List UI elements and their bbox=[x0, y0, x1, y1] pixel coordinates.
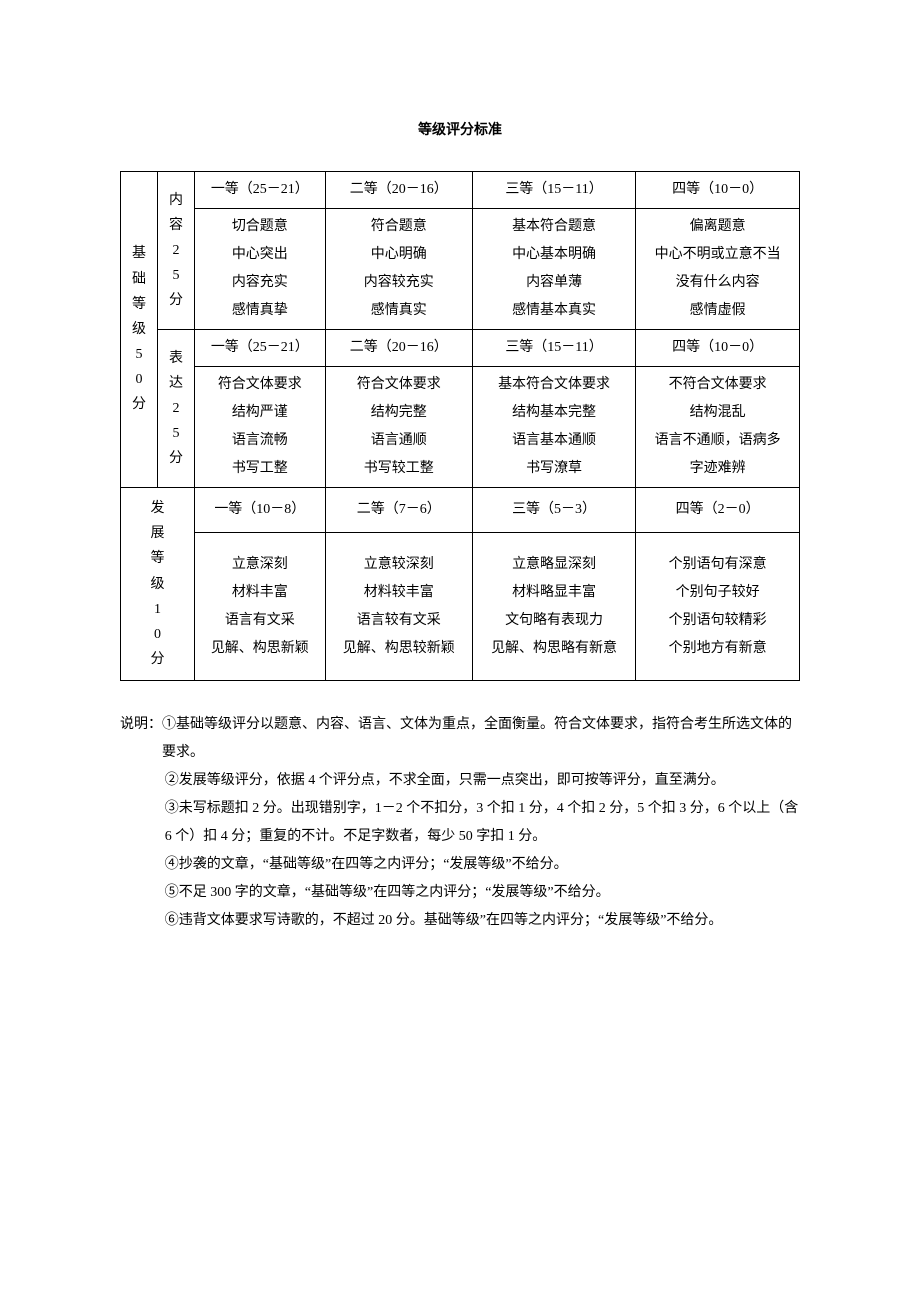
page-title: 等级评分标准 bbox=[120, 120, 800, 141]
note-text: ①基础等级评分以题意、内容、语言、文体为重点，全面衡量。符合文体要求，指符合考生… bbox=[162, 711, 800, 767]
development-label: 发展等级10分 bbox=[121, 488, 195, 681]
col-header: 四等（10－0） bbox=[636, 172, 800, 209]
note-item: ④抄袭的文章，“基础等级”在四等之内评分；“发展等级”不给分。 bbox=[120, 851, 800, 879]
table-row: 立意深刻材料丰富语言有文采见解、构思新颖 立意较深刻材料较丰富语言较有文采见解、… bbox=[121, 533, 800, 681]
rubric-table: 基础等级50分 内容25分 一等（25－21） 二等（20－16） 三等（15－… bbox=[120, 171, 800, 681]
col-header: 二等（7－6） bbox=[325, 488, 472, 533]
cell: 偏离题意中心不明或立意不当没有什么内容感情虚假 bbox=[636, 209, 800, 330]
col-header: 二等（20－16） bbox=[325, 330, 472, 367]
col-header: 三等（15－11） bbox=[472, 330, 636, 367]
note-item: ③未写标题扣 2 分。出现错别字，1－2 个不扣分，3 个扣 1 分，4 个扣 … bbox=[120, 795, 800, 851]
table-row: 发展等级10分 一等（10－8） 二等（7－6） 三等（5－3） 四等（2－0） bbox=[121, 488, 800, 533]
cell: 符合文体要求结构严谨语言流畅书写工整 bbox=[195, 367, 326, 488]
notes-lead: 说明： bbox=[120, 711, 162, 739]
content-label: 内容25分 bbox=[158, 172, 195, 330]
cell: 立意略显深刻材料略显丰富文句略有表现力见解、构思略有新意 bbox=[472, 533, 636, 681]
note-item: ⑥违背文体要求写诗歌的，不超过 20 分。基础等级”在四等之内评分；“发展等级”… bbox=[120, 907, 800, 935]
table-row: 基础等级50分 内容25分 一等（25－21） 二等（20－16） 三等（15－… bbox=[121, 172, 800, 209]
cell: 立意深刻材料丰富语言有文采见解、构思新颖 bbox=[195, 533, 326, 681]
cell: 符合文体要求结构完整语言通顺书写较工整 bbox=[325, 367, 472, 488]
cell: 切合题意中心突出内容充实感情真挚 bbox=[195, 209, 326, 330]
cell: 立意较深刻材料较丰富语言较有文采见解、构思较新颖 bbox=[325, 533, 472, 681]
note-item: ⑤不足 300 字的文章，“基础等级”在四等之内评分；“发展等级”不给分。 bbox=[120, 879, 800, 907]
cell: 基本符合题意中心基本明确内容单薄感情基本真实 bbox=[472, 209, 636, 330]
note-item: ②发展等级评分，依据 4 个评分点，不求全面，只需一点突出，即可按等评分，直至满… bbox=[120, 767, 800, 795]
col-header: 四等（10－0） bbox=[636, 330, 800, 367]
col-header: 三等（5－3） bbox=[472, 488, 636, 533]
note-item: 说明： ①基础等级评分以题意、内容、语言、文体为重点，全面衡量。符合文体要求，指… bbox=[120, 711, 800, 767]
col-header: 一等（25－21） bbox=[195, 330, 326, 367]
col-header: 一等（25－21） bbox=[195, 172, 326, 209]
cell: 基本符合文体要求结构基本完整语言基本通顺书写潦草 bbox=[472, 367, 636, 488]
table-row: 表达25分 一等（25－21） 二等（20－16） 三等（15－11） 四等（1… bbox=[121, 330, 800, 367]
basic-level-label: 基础等级50分 bbox=[121, 172, 158, 488]
col-header: 四等（2－0） bbox=[636, 488, 800, 533]
cell: 个别语句有深意个别句子较好个别语句较精彩个别地方有新意 bbox=[636, 533, 800, 681]
expression-label: 表达25分 bbox=[158, 330, 195, 488]
col-header: 二等（20－16） bbox=[325, 172, 472, 209]
col-header: 一等（10－8） bbox=[195, 488, 326, 533]
notes-section: 说明： ①基础等级评分以题意、内容、语言、文体为重点，全面衡量。符合文体要求，指… bbox=[120, 711, 800, 935]
col-header: 三等（15－11） bbox=[472, 172, 636, 209]
cell: 符合题意中心明确内容较充实感情真实 bbox=[325, 209, 472, 330]
cell: 不符合文体要求结构混乱语言不通顺，语病多字迹难辨 bbox=[636, 367, 800, 488]
